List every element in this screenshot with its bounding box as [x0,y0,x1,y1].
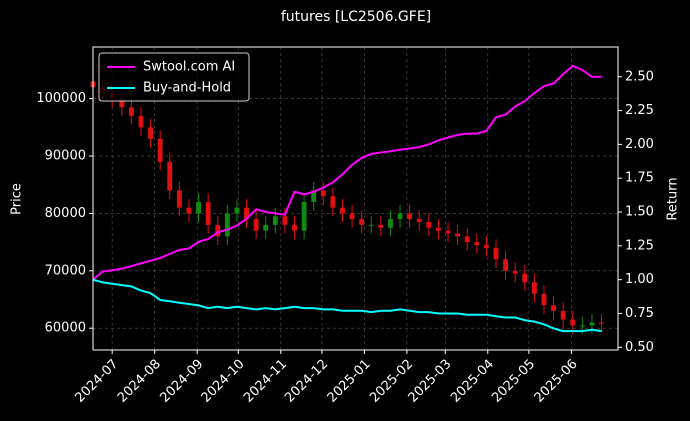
candle-body [157,138,163,162]
candle-body [464,236,470,243]
candle-body [474,242,480,245]
candle-body [311,190,317,202]
y2-tick-label: 1.75 [625,171,654,186]
candle-body [397,213,403,220]
candle-body [579,325,585,327]
series-line [92,64,602,281]
candle-body [551,305,557,311]
y2-tick-label: 1.25 [625,238,654,253]
candle-body [483,244,489,248]
y2-tick-label: 0.50 [625,340,654,355]
y-tick-label: 70000 [45,263,86,278]
y-tick-label: 100000 [36,91,86,106]
candle-body [196,201,201,214]
candle-body [186,207,192,214]
y2-tick-label: 1.00 [625,272,654,287]
candle-body [301,201,307,231]
candle-body [224,213,230,237]
y-axis-label: Price [10,183,25,215]
candle-body [455,233,461,237]
candle-body [570,319,576,326]
plot-frame [92,46,619,351]
legend-label: Swtool.com AI [143,60,235,75]
candle-body [215,224,221,237]
chart-title: futures [LC2506.GFE] [281,9,431,25]
candle-body [176,190,182,208]
candle-body [128,107,134,116]
candle-body [320,190,326,197]
y2-tick-label: 2.00 [625,137,654,152]
y-tick-label: 80000 [45,206,86,221]
legend-box [98,52,250,102]
candle-body [205,201,211,225]
candle-body [378,224,384,228]
candle-body [119,98,125,108]
y2-tick-label: 1.50 [625,205,654,220]
candle-body [599,322,604,324]
candle-body [426,222,432,228]
candle-body [512,270,518,274]
candle-body [589,322,595,326]
y2-axis-label: Return [666,177,681,220]
candle-body [388,219,393,228]
candle-body [282,216,288,225]
legend-label: Buy-and-Hold [143,81,231,96]
candle-body [436,227,441,231]
candle-body [340,207,345,214]
candle-body [416,219,422,223]
candle-body [167,161,173,191]
candle-body [292,224,297,231]
candle-body [541,293,547,306]
candle-body [359,219,365,225]
candle-body [263,224,269,231]
candle-body [445,230,451,234]
candle-body [349,213,355,220]
candle-body [244,207,249,220]
candle-body [560,310,566,320]
y2-tick-label: 0.75 [625,306,654,321]
y2-tick-label: 2.50 [625,69,654,84]
candle-body [503,259,509,271]
candle-body [493,247,499,260]
series-line [92,278,602,333]
candle-body [272,216,278,225]
candle-body [368,224,374,226]
y-tick-label: 90000 [45,149,86,164]
candle-body [148,127,154,139]
candle-body [330,196,336,208]
y-tick-label: 60000 [45,321,86,336]
candle-body [138,115,144,128]
candle-body [522,273,528,283]
y2-tick-label: 2.25 [625,103,654,118]
candle-body [253,219,259,231]
candle-body [531,282,537,294]
candle-body [407,213,413,220]
candle-body [234,207,240,214]
